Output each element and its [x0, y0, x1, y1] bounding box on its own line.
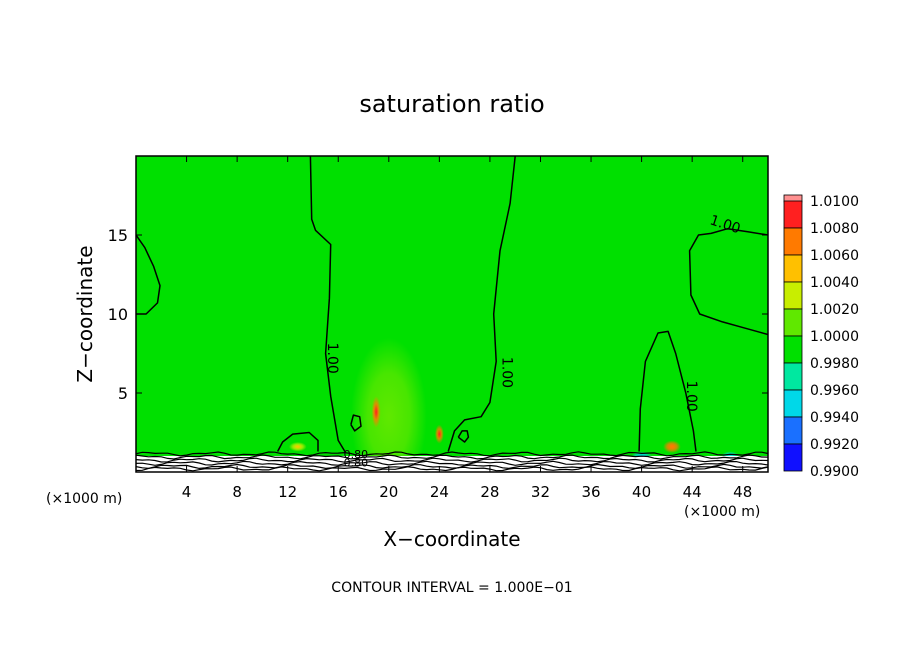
x-unit-left: (×1000 m) [46, 491, 122, 507]
colorbar: 1.0100 1.0080 1.0060 1.0040 1.0020 1.0000 0.99… [783, 194, 859, 480]
colorbar-label: 0.9940 [810, 410, 859, 426]
colorbar-label: 0.9900 [810, 464, 859, 480]
y-axis: 5 10 15 [108, 226, 768, 403]
colorbar-swatch [783, 389, 803, 418]
surface-contour [136, 454, 768, 460]
field-plume [350, 337, 427, 472]
x-tick-label: 44 [683, 483, 702, 501]
contour-line [309, 156, 347, 454]
x-tick-label: 36 [581, 483, 600, 501]
colorbar-swatch [783, 416, 803, 445]
contour-line [447, 156, 516, 452]
colorbar-swatch [783, 308, 803, 337]
surface-contours [136, 451, 768, 472]
colorbar-swatch [783, 443, 803, 472]
x-tick-label: 24 [430, 483, 449, 501]
contour-line [457, 430, 470, 443]
x-unit-right: (×1000 m) [684, 504, 760, 520]
surface-contour [136, 466, 768, 472]
field-peak-core [437, 429, 442, 439]
contour-interval-note: CONTOUR INTERVAL = 1.000E−01 [331, 580, 572, 596]
x-tick-label: 40 [632, 483, 651, 501]
x-axis-label: X−coordinate [383, 527, 520, 551]
colorbar-label: 1.0080 [810, 221, 859, 237]
contour-line [688, 227, 768, 336]
colorbar-swatch [783, 281, 803, 310]
x-tick-label: 12 [278, 483, 297, 501]
y-axis-label: Z−coordinate [73, 245, 97, 382]
field-peak-core [293, 444, 303, 450]
colorbar-label: 1.0060 [810, 248, 859, 264]
surface-contour [136, 451, 768, 457]
contour-line [136, 234, 161, 315]
y-tick-label: 5 [118, 384, 128, 403]
contour-label: 0.80 [344, 457, 369, 470]
contour-lines [136, 156, 768, 454]
colorbar-swatch [783, 227, 803, 256]
colorbar-swatch [783, 254, 803, 283]
surface-contour [136, 460, 768, 466]
x-tick-label: 48 [733, 483, 752, 501]
colorbar-label: 1.0020 [810, 302, 859, 318]
colorbar-label: 1.0100 [810, 194, 859, 210]
contour-label: 1.00 [499, 357, 515, 388]
colorbar-swatch [783, 362, 803, 391]
colorbar-label: 1.0040 [810, 275, 859, 291]
colorbar-swatch [783, 200, 803, 229]
contour-labels: 1.00 1.001.001.000.800.80 [324, 212, 742, 469]
surface-contour [136, 463, 768, 470]
colorbar-label: 1.0000 [810, 329, 859, 345]
x-tick-label: 4 [182, 483, 192, 501]
contour-label: 0.80 [344, 448, 369, 461]
field-blobs [288, 321, 750, 472]
contour-line [276, 431, 319, 452]
x-tick-label: 16 [329, 483, 348, 501]
field-cool [502, 321, 604, 433]
colorbar-label: 0.9980 [810, 356, 859, 372]
x-axis: 4 8 12 16 20 24 28 32 36 40 44 48 [182, 156, 752, 501]
x-tick-label: 20 [379, 483, 398, 501]
x-tick-label: 8 [232, 483, 242, 501]
y-tick-label: 10 [108, 305, 128, 324]
field-peak-core [667, 443, 677, 450]
surface-contour [136, 457, 768, 463]
x-tick-label: 28 [480, 483, 499, 501]
colorbar-label: 0.9960 [810, 383, 859, 399]
colorbar-label: 0.9920 [810, 437, 859, 453]
x-tick-label: 32 [531, 483, 550, 501]
plot-area: 1.00 1.001.001.000.800.80 [136, 156, 768, 472]
field-peak-core [373, 404, 379, 420]
contour-label: 1.00 [324, 343, 340, 374]
chart-title: saturation ratio [359, 90, 544, 118]
field-background [136, 156, 768, 472]
colorbar-swatch [783, 335, 803, 364]
field-cool [685, 361, 750, 457]
contour-line [638, 330, 697, 452]
contour-line [350, 414, 362, 432]
y-tick-label: 15 [108, 226, 128, 245]
contour-label: 1.00 [683, 381, 699, 412]
